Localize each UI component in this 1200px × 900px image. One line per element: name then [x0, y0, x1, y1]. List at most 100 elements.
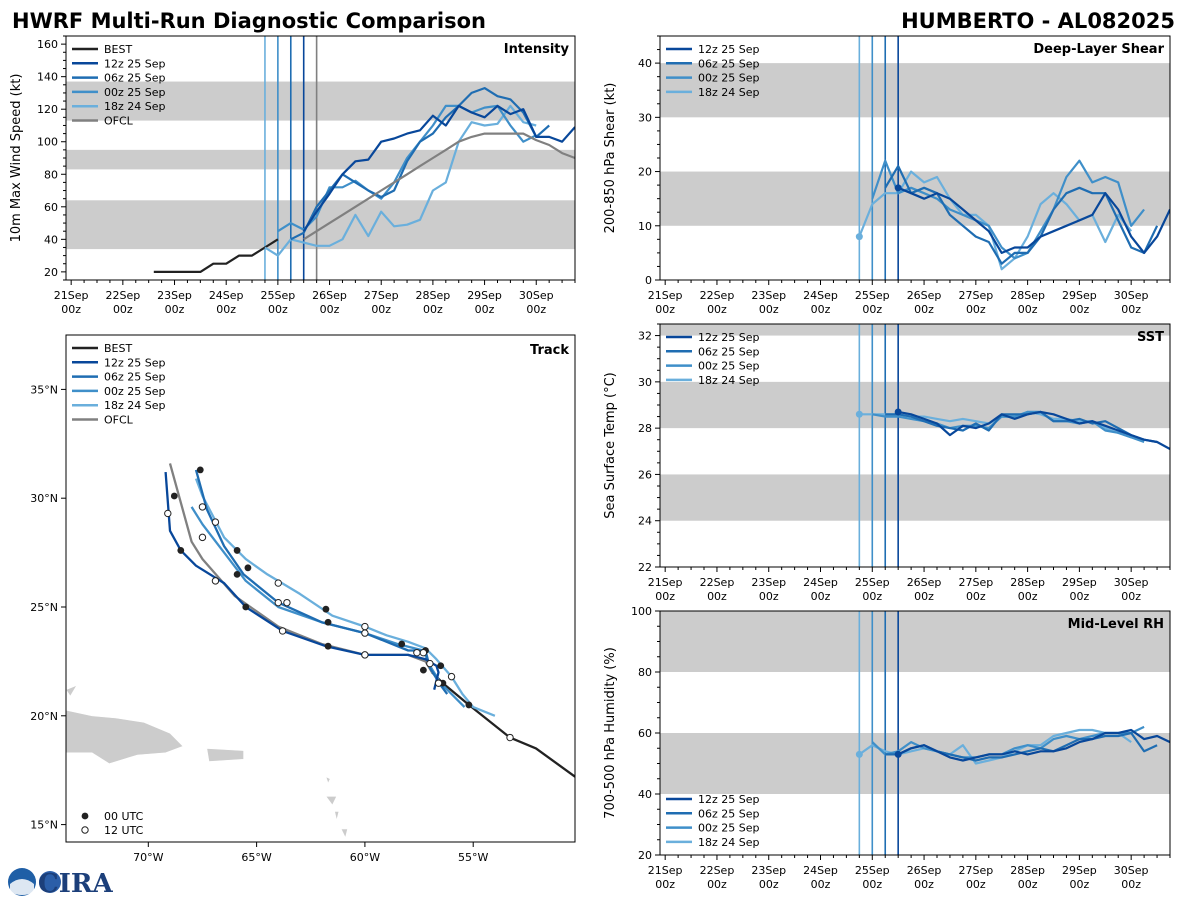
figure-title-left: HWRF Multi-Run Diagnostic Comparison — [12, 9, 486, 33]
rh-ytick-label: 100 — [631, 605, 652, 618]
track-legend-12utc-label: 12 UTC — [104, 824, 144, 837]
track-ytick-label: 20°N — [30, 710, 58, 723]
shear-ytick-label: 0 — [645, 274, 652, 287]
rh-xtick-label: 24Sep — [803, 864, 838, 877]
shear-legend-label-r06z25: 06z 25 Sep — [698, 57, 760, 70]
sst-xtick-label: 00z — [759, 590, 779, 603]
track-marker-12utc — [198, 503, 207, 511]
shear-legend-label-r12z25: 12z 25 Sep — [698, 43, 760, 56]
sst-series-group — [859, 410, 1170, 450]
land-polygon — [325, 795, 338, 806]
track-legend-label-r18z24: 18z 24 Sep — [104, 399, 166, 412]
rh-series-r00z25 — [871, 725, 1145, 759]
shear-xtick-label: 00z — [966, 303, 986, 316]
rh-xtick-label: 00z — [862, 878, 882, 891]
shear-ylabel: 200-850 hPa Shear (kt) — [603, 83, 618, 234]
track-xtick-label: 70°W — [133, 851, 163, 864]
intensity-series-r06z25 — [290, 86, 550, 241]
track-marker-12utc — [361, 622, 369, 631]
sst-xtick-label: 24Sep — [803, 576, 838, 589]
shear-ytick-label: 30 — [638, 111, 652, 124]
rh-series-r18z24 — [858, 728, 1132, 765]
rh-xtick-label: 00z — [655, 878, 675, 891]
rh-xtick-label: 22Sep — [700, 864, 735, 877]
shear-series-r12z25 — [897, 186, 1170, 254]
intensity-xtick-label: 00z — [61, 303, 81, 316]
intensity-series-OFCL — [303, 132, 575, 241]
sst-frame — [659, 323, 1171, 568]
intensity-xtick-label: 27Sep — [364, 289, 399, 302]
cira-globe-icon — [39, 871, 61, 893]
sst-xtick-label: 00z — [1121, 590, 1141, 603]
land-polygon — [206, 748, 244, 762]
shear-ytick-label: 40 — [638, 57, 652, 70]
track-ytick-label: 30°N — [30, 492, 58, 505]
shear-xtick-label: 29Sep — [1062, 289, 1097, 302]
logo-text: CIRA — [38, 869, 113, 899]
rh-legend-label-r12z25: 12z 25 Sep — [698, 793, 760, 806]
track-ytick-label: 15°N — [30, 819, 58, 832]
intensity-series-r12z25 — [302, 104, 575, 232]
intensity-xtick-label: 00z — [423, 303, 443, 316]
sst-panel: 22242628303221Sep00z22Sep00z23Sep00z24Se… — [603, 323, 1171, 603]
sst-band — [660, 324, 1170, 336]
shear-xtick-label: 00z — [1070, 303, 1090, 316]
rh-ytick-label: 20 — [638, 849, 652, 862]
shear-start-dot-12z — [894, 184, 902, 192]
rh-xtick-label: 27Sep — [958, 864, 993, 877]
shear-xtick-label: 00z — [759, 303, 779, 316]
rh-xtick-label: 26Sep — [907, 864, 942, 877]
sst-ytick-label: 24 — [638, 515, 652, 528]
rh-xtick-label: 29Sep — [1062, 864, 1097, 877]
sst-ytick-label: 22 — [638, 561, 652, 574]
track-legend-12utc-marker — [81, 826, 89, 834]
shear-xtick-label: 00z — [1121, 303, 1141, 316]
intensity-series-group — [153, 86, 575, 273]
rh-xtick-label: 00z — [1018, 878, 1038, 891]
track-line-OFCL — [168, 463, 433, 673]
intensity-ytick-label: 20 — [44, 266, 58, 279]
intensity-panel-title: Intensity — [504, 42, 570, 57]
intensity-ytick-label: 140 — [37, 71, 58, 84]
track-marker-12utc — [283, 598, 291, 607]
intensity-ytick-label: 80 — [44, 168, 58, 181]
track-marker-00utc — [437, 662, 445, 670]
shear-ytick-label: 10 — [638, 220, 652, 233]
sst-legend-label-r06z25: 06z 25 Sep — [698, 345, 760, 358]
sst-xtick-label: 23Sep — [751, 576, 786, 589]
intensity-xtick-label: 21Sep — [54, 289, 89, 302]
intensity-series-BEST — [153, 238, 279, 273]
track-frame — [65, 334, 576, 843]
sst-xtick-label: 30Sep — [1114, 576, 1149, 589]
track-marker-12utc — [426, 659, 434, 668]
shear-ytick-label: 20 — [638, 166, 652, 179]
rh-xtick-label: 00z — [811, 878, 831, 891]
sst-xtick-label: 25Sep — [855, 576, 890, 589]
track-xtick-label: 55°W — [458, 851, 488, 864]
intensity-xtick-label: 00z — [371, 303, 391, 316]
intensity-legend-label-r00z25: 00z 25 Sep — [104, 86, 166, 99]
shear-band — [660, 171, 1170, 226]
rh-start-dot-12z — [894, 750, 902, 758]
shear-xtick-label: 00z — [1018, 303, 1038, 316]
track-marker-12utc — [278, 627, 287, 635]
rh-xtick-label: 21Sep — [648, 864, 683, 877]
intensity-xtick-label: 00z — [216, 303, 236, 316]
rh-xtick-label: 28Sep — [1010, 864, 1045, 877]
sst-xtick-label: 00z — [862, 590, 882, 603]
track-legend-label-r00z25: 00z 25 Sep — [104, 385, 166, 398]
intensity-legend-label-OFCL: OFCL — [104, 115, 134, 128]
track-marker-00utc — [196, 466, 204, 474]
shear-panel-title: Deep-Layer Shear — [1033, 42, 1164, 57]
intensity-band — [66, 81, 575, 121]
track-marker-12utc — [413, 648, 421, 657]
intensity-panel: 2040608010012014016021Sep00z22Sep00z23Se… — [9, 35, 576, 316]
intensity-legend-label-r18z24: 18z 24 Sep — [104, 100, 166, 113]
intensity-band — [66, 149, 575, 170]
track-ytick-label: 35°N — [30, 383, 58, 396]
track-marker-12utc — [164, 509, 172, 518]
track-marker-12utc — [447, 672, 456, 681]
rh-xtick-label: 23Sep — [751, 864, 786, 877]
land-polygon — [340, 828, 348, 839]
track-marker-00utc — [244, 564, 252, 572]
